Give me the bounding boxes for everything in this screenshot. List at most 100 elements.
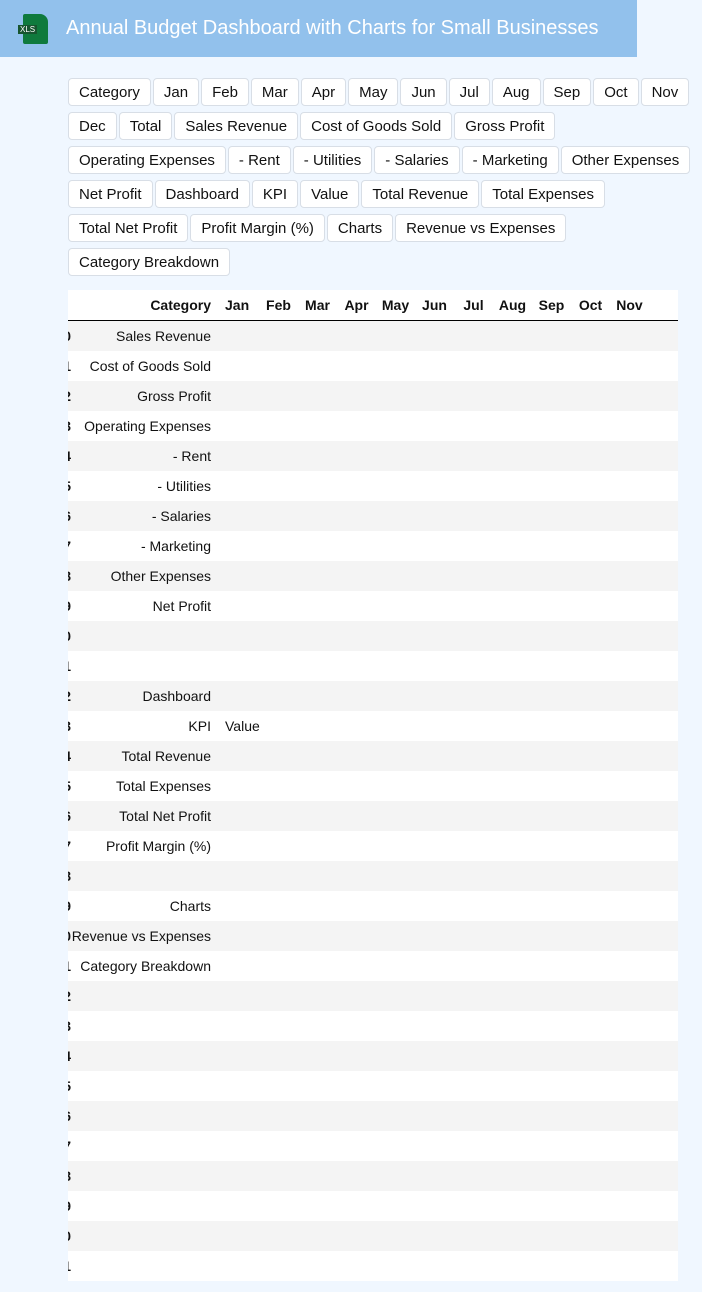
category-cell: Sales Revenue <box>116 328 211 344</box>
column-header: Feb <box>266 297 291 313</box>
table-row: 20Revenue vs Expenses <box>68 921 678 951</box>
column-button[interactable]: Gross Profit <box>454 112 556 140</box>
row-index: 7 <box>68 538 71 554</box>
column-button[interactable]: Jan <box>152 78 200 106</box>
table-row: 0 Sales Revenue <box>68 321 678 351</box>
table-row: 18 <box>68 861 678 891</box>
column-button[interactable]: May <box>348 78 399 106</box>
column-header: Jun <box>422 297 447 313</box>
column-button[interactable]: Category Breakdown <box>68 248 231 276</box>
page-title: Annual Budget Dashboard with Charts for … <box>66 17 599 39</box>
column-button[interactable]: - Salaries <box>374 146 460 174</box>
column-button[interactable]: Operating Expenses <box>68 146 226 174</box>
row-index: 18 <box>68 868 71 884</box>
table-row: 10 <box>68 621 678 651</box>
column-button[interactable]: KPI <box>251 180 299 208</box>
column-buttons: Category Jan Feb Mar Apr May Jun Jul Aug Sep Oct No… <box>68 78 698 276</box>
row-index: 31 <box>68 1258 71 1274</box>
category-cell: - Utilities <box>157 478 211 494</box>
category-cell: - Marketing <box>140 538 211 554</box>
row-index: 1 <box>68 358 71 374</box>
column-button[interactable]: - Utilities <box>292 146 373 174</box>
row-index: 21 <box>68 958 71 974</box>
table-row: 22 <box>68 981 678 1011</box>
column-button[interactable]: Jun <box>400 78 447 106</box>
column-button[interactable]: Other Expenses <box>560 146 691 174</box>
category-cell: Total Revenue <box>121 748 211 764</box>
table-row: 29 <box>68 1191 678 1221</box>
category-cell: - Salaries <box>151 508 211 524</box>
row-index: 9 <box>68 598 71 614</box>
column-button[interactable]: Apr <box>300 78 347 106</box>
table-row: 7 - Marketing <box>68 531 678 561</box>
row-index: 17 <box>68 838 71 854</box>
table-row: 15 Total Expenses <box>68 771 678 801</box>
column-button[interactable]: Dashboard <box>154 180 250 208</box>
column-button[interactable]: Total Revenue <box>361 180 480 208</box>
row-index: 3 <box>68 418 71 434</box>
table-row: 28 <box>68 1161 678 1191</box>
column-button[interactable]: - Marketing <box>461 146 559 174</box>
row-index: 10 <box>68 628 71 644</box>
column-button[interactable]: Total Expenses <box>481 180 606 208</box>
table-row: 3 Operating Expenses <box>68 411 678 441</box>
row-index: 25 <box>68 1078 71 1094</box>
column-button[interactable]: Dec <box>68 112 117 140</box>
column-button[interactable]: Net Profit <box>68 180 153 208</box>
category-cell: Dashboard <box>142 688 212 704</box>
table-row: 1 Cost of Goods Sold <box>68 351 678 381</box>
table-header: Category Jan Feb Mar Apr May Jun Jul Aug Sep Oct No… <box>68 290 678 321</box>
column-header: Sep <box>538 297 565 313</box>
table-row: 8 Other Expenses <box>68 561 678 591</box>
table-row: 12 Dashboard <box>68 681 678 711</box>
table-row: 16 Total Net Profit <box>68 801 678 831</box>
column-button[interactable]: Oct <box>593 78 639 106</box>
column-header: Oct <box>578 297 603 313</box>
column-button[interactable]: Profit Margin (%) <box>190 214 325 242</box>
table-row: 17 Profit Margin (%) <box>68 831 678 861</box>
category-cell: - Rent <box>172 448 211 464</box>
category-cell: Cost of Goods Sold <box>89 358 211 374</box>
row-index: 26 <box>68 1108 71 1124</box>
column-button[interactable]: - Rent <box>227 146 291 174</box>
column-button[interactable]: Category <box>68 78 151 106</box>
column-button[interactable]: Nov <box>640 78 690 106</box>
column-button[interactable]: Value <box>300 180 360 208</box>
row-index: 20 <box>68 928 71 944</box>
table-row: 27 <box>68 1131 678 1161</box>
row-index: 8 <box>68 568 71 584</box>
table-row: 4 - Rent <box>68 441 678 471</box>
column-button[interactable]: Feb <box>201 78 249 106</box>
column-header: Category <box>150 297 211 313</box>
column-button[interactable]: Cost of Goods Sold <box>300 112 453 140</box>
column-button[interactable]: Sep <box>542 78 592 106</box>
table-row: 26 <box>68 1101 678 1131</box>
table-row: 9 Net Profit <box>68 591 678 621</box>
column-button[interactable]: Revenue vs Expenses <box>395 214 567 242</box>
table-row: 30 <box>68 1221 678 1251</box>
column-button[interactable]: Mar <box>250 78 299 106</box>
row-index: 28 <box>68 1168 71 1184</box>
column-button[interactable]: Sales Revenue <box>174 112 299 140</box>
row-index: 15 <box>68 778 71 794</box>
row-index: 30 <box>68 1228 71 1244</box>
table-row: 6 - Salaries <box>68 501 678 531</box>
table-row: 25 <box>68 1071 678 1101</box>
data-table: Category Jan Feb Mar Apr May Jun Jul Aug Sep Oct No… <box>68 290 678 1281</box>
column-button[interactable]: Jul <box>448 78 490 106</box>
column-button[interactable]: Total <box>118 112 173 140</box>
table-row: 24 <box>68 1041 678 1071</box>
row-index: 2 <box>68 388 71 404</box>
table-row: 21 Category Breakdown <box>68 951 678 981</box>
column-button[interactable]: Charts <box>326 214 394 242</box>
column-header: Nov <box>616 297 643 313</box>
column-header: May <box>381 297 410 313</box>
table-row: 23 <box>68 1011 678 1041</box>
category-cell: Revenue vs Expenses <box>71 928 211 944</box>
column-button[interactable]: Aug <box>491 78 541 106</box>
row-index: 12 <box>68 688 71 704</box>
column-button[interactable]: Total Net Profit <box>68 214 189 242</box>
column-header: Mar <box>305 297 330 313</box>
column-header: Aug <box>498 297 527 313</box>
category-cell: Category Breakdown <box>80 958 211 974</box>
